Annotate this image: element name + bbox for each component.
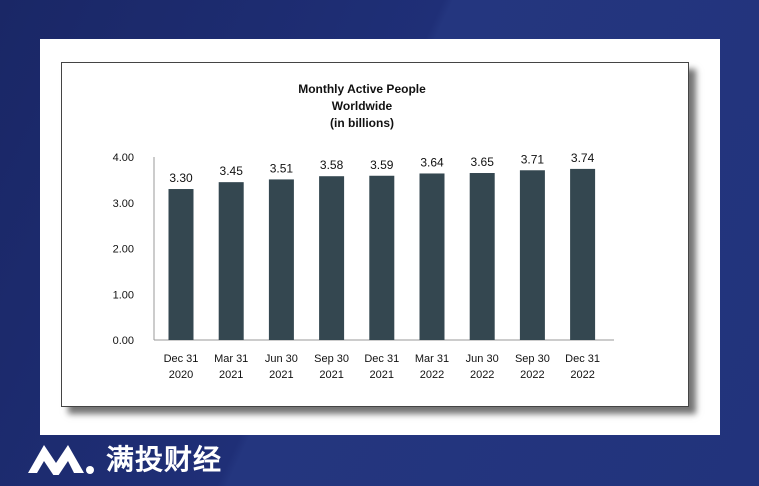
- x-category-label: Sep 30: [314, 353, 349, 365]
- bar-value-label: 3.74: [571, 151, 595, 165]
- bar: [469, 173, 495, 340]
- x-category-label: 2021: [370, 369, 394, 381]
- bar: [419, 173, 445, 340]
- chart-title-line: (in billions): [330, 116, 394, 130]
- bar: [570, 168, 596, 340]
- x-category-label: Jun 30: [265, 353, 298, 365]
- x-category-label: Dec 31: [565, 353, 600, 365]
- chart-title-line: Monthly Active People: [298, 82, 426, 96]
- chart-value-labels: 3.30 3.45 3.51 3.58 3.59 3.64 3.65 3.71 3.74: [169, 151, 594, 185]
- x-category-label: 2022: [470, 369, 494, 381]
- bar-value-label: 3.71: [521, 152, 545, 166]
- x-category-label: 2021: [219, 369, 243, 381]
- bar: [218, 182, 244, 340]
- y-tick-label: 1.00: [113, 289, 134, 301]
- y-tick-label: 0.00: [113, 335, 134, 347]
- x-category-label: 2021: [269, 369, 293, 381]
- x-category-label: 2021: [319, 369, 343, 381]
- y-tick-label: 4.00: [113, 152, 134, 164]
- bar: [268, 179, 294, 340]
- x-category-label: Dec 31: [164, 353, 199, 365]
- bar: [369, 175, 395, 340]
- x-category-label: 2022: [520, 369, 544, 381]
- x-category-label: Mar 31: [415, 353, 449, 365]
- bar-value-label: 3.58: [320, 158, 344, 172]
- x-category-label: 2022: [420, 369, 444, 381]
- bar: [519, 170, 545, 340]
- bar-value-label: 3.64: [420, 155, 444, 169]
- bar-value-label: 3.45: [220, 164, 244, 178]
- x-category-label: Jun 30: [466, 353, 499, 365]
- x-category-label: 2020: [169, 369, 193, 381]
- chart-title-line: Worldwide: [332, 99, 393, 113]
- y-tick-label: 3.00: [113, 198, 134, 210]
- chart-frame: Monthly Active People Worldwide (in billio…: [61, 62, 689, 407]
- x-category-label: Mar 31: [214, 353, 248, 365]
- bar-value-label: 3.65: [471, 155, 495, 169]
- chart-category-labels: Dec 31 2020 Mar 31 2021 Jun 30 2021 Sep 30 2021…: [164, 353, 600, 381]
- bar-value-label: 3.30: [169, 171, 193, 185]
- bar-value-label: 3.51: [270, 161, 294, 175]
- x-category-label: Sep 30: [515, 353, 550, 365]
- x-category-label: 2022: [570, 369, 594, 381]
- bar-chart: Monthly Active People Worldwide (in billio…: [113, 82, 614, 381]
- brand-name: 满投财经: [106, 443, 223, 476]
- y-tick-label: 2.00: [113, 244, 134, 256]
- bar-value-label: 3.59: [370, 158, 394, 172]
- chart-title: Monthly Active People Worldwide (in billio…: [298, 82, 426, 130]
- chart-bars: [168, 168, 596, 340]
- bar: [319, 176, 345, 340]
- bar: [168, 189, 194, 340]
- brand-logo: 满投财经: [26, 436, 222, 480]
- x-category-label: Dec 31: [364, 353, 399, 365]
- brand-logo-icon: [28, 445, 94, 475]
